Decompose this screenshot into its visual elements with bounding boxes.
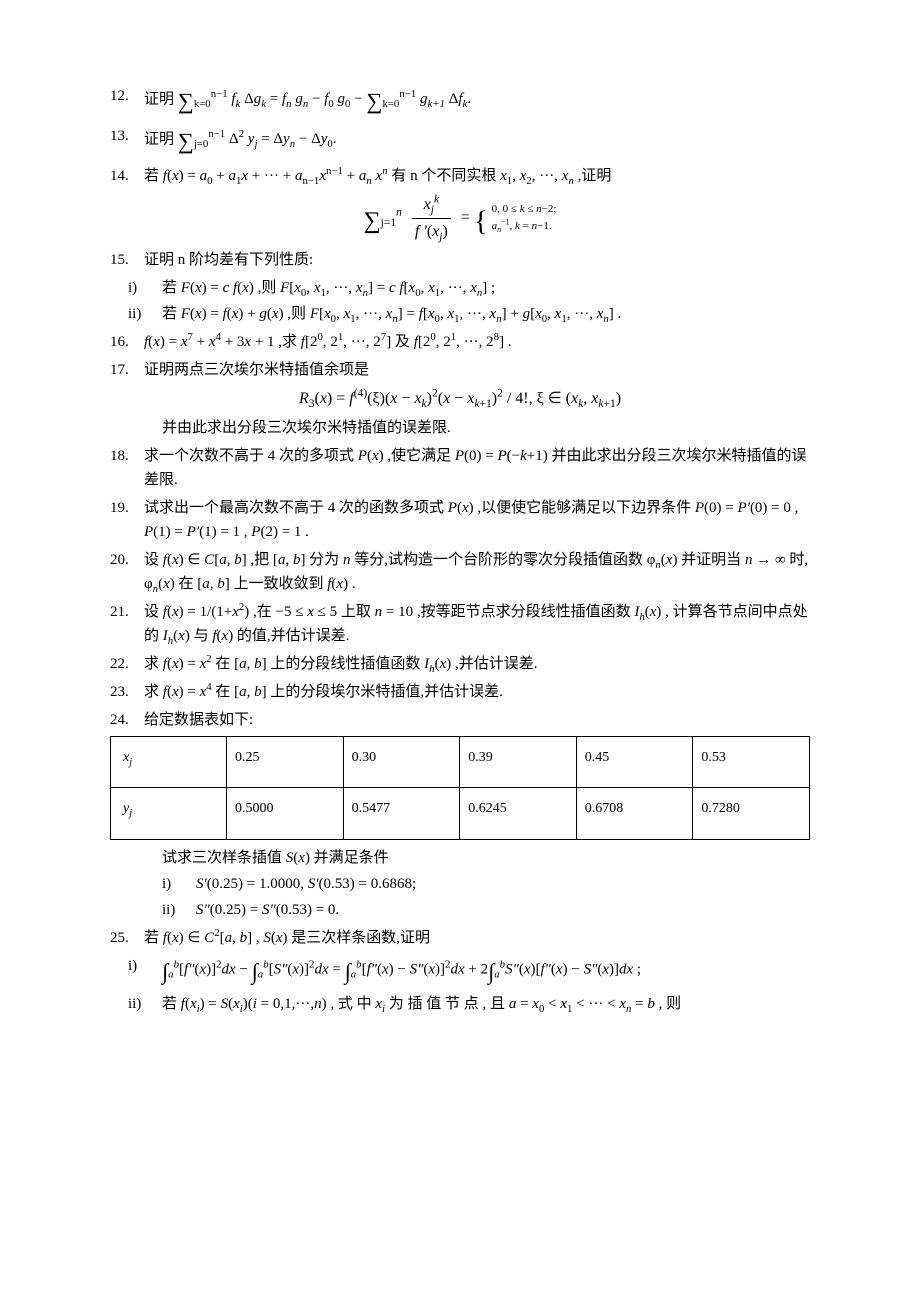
problem-body: 设 f(x) ∈ C[a, b] ,把 [a, b] 分为 n 等分,试构造一个… xyxy=(144,548,810,596)
problem-body: 证明 ∑j=0n−1 Δ2 yj = Δyn − Δy0. xyxy=(144,124,810,160)
problem-20: 20. 设 f(x) ∈ C[a, b] ,把 [a, b] 分为 n 等分,试… xyxy=(110,548,810,596)
label: 证明 xyxy=(144,91,174,107)
table-cell: 0.45 xyxy=(576,737,693,788)
problem-21: 21. 设 f(x) = 1/(1+x2) ,在 −5 ≤ x ≤ 5 上取 n… xyxy=(110,600,810,648)
problem-number: 21. xyxy=(110,600,144,624)
problem-body: 设 f(x) = 1/(1+x2) ,在 −5 ≤ x ≤ 5 上取 n = 1… xyxy=(144,600,810,648)
problem-15-ii: ii) 若 F(x) = f(x) + g(x) ,则 F[x0, x1, ··… xyxy=(128,302,810,326)
table-cell: 0.5000 xyxy=(227,788,344,839)
fx: f(x) = a0 + a1x + ··· + an−1xn−1 + an xn xyxy=(163,168,388,184)
table-cell: 0.5477 xyxy=(343,788,460,839)
problem-number: 25. xyxy=(110,926,144,950)
problem-body: 若 f(x) ∈ C2[a, b] , S(x) 是三次样条函数,证明 xyxy=(144,926,810,950)
sub-body: 若 F(x) = f(x) + g(x) ,则 F[x0, x1, ···, x… xyxy=(162,302,810,326)
problem-number: 18. xyxy=(110,444,144,468)
problem-12: 12. 证明 ∑k=0n−1 fk Δgk = fn gn − f0 g0 − … xyxy=(110,84,810,120)
problem-17-line2: 并由此求出分段三次埃尔米特插值的误差限. xyxy=(162,416,810,440)
text: 有 n 个不同实根 xyxy=(391,168,500,184)
table-cell: 0.53 xyxy=(693,737,810,788)
problem-18: 18. 求一个次数不高于 4 次的多项式 P(x) ,使它满足 P(0) = P… xyxy=(110,444,810,492)
equation: ∑j=0n−1 Δ2 yj = Δyn − Δy0. xyxy=(178,131,337,147)
problem-body: f(x) = x7 + x4 + 3x + 1 ,求 f[20, 21, ···… xyxy=(144,330,810,354)
row-header: yj xyxy=(111,788,227,839)
roots: x1, x2, ···, xn xyxy=(500,168,574,184)
sub-number: ii) xyxy=(128,302,162,326)
sub-body: S″(0.25) = S″(0.53) = 0. xyxy=(196,898,810,922)
problem-number: 20. xyxy=(110,548,144,572)
sub-number: i) xyxy=(162,872,196,896)
problem-number: 15. xyxy=(110,248,144,272)
table-cell: 0.6708 xyxy=(576,788,693,839)
table-row: xj 0.25 0.30 0.39 0.45 0.53 xyxy=(111,737,810,788)
data-table: xj 0.25 0.30 0.39 0.45 0.53 yj 0.5000 0.… xyxy=(110,736,810,840)
sub-body: 若 F(x) = c f(x) ,则 F[x0, x1, ···, xn] = … xyxy=(162,276,810,300)
problem-17: 17. 证明两点三次埃尔米特插值余项是 xyxy=(110,358,810,382)
problem-25-ii: ii) 若 f(xi) = S(xi)(i = 0,1,···,n) , 式 中… xyxy=(128,992,810,1016)
problem-16: 16. f(x) = x7 + x4 + 3x + 1 ,求 f[20, 21,… xyxy=(110,330,810,354)
problem-19: 19. 试求出一个最高次数不高于 4 次的函数多项式 P(x) ,以便使它能够满… xyxy=(110,496,810,544)
text: 若 xyxy=(144,168,163,184)
sub-number: ii) xyxy=(128,992,162,1016)
problem-number: 23. xyxy=(110,680,144,704)
problem-25: 25. 若 f(x) ∈ C2[a, b] , S(x) 是三次样条函数,证明 xyxy=(110,926,810,950)
problem-number: 17. xyxy=(110,358,144,382)
problem-body: 试求出一个最高次数不高于 4 次的函数多项式 P(x) ,以便使它能够满足以下边… xyxy=(144,496,810,544)
problem-15-i: i) 若 F(x) = c f(x) ,则 F[x0, x1, ···, xn]… xyxy=(128,276,810,300)
problem-22: 22. 求 f(x) = x2 在 [a, b] 上的分段线性插值函数 Ih(x… xyxy=(110,652,810,676)
problem-number: 22. xyxy=(110,652,144,676)
table-row: yj 0.5000 0.5477 0.6245 0.6708 0.7280 xyxy=(111,788,810,839)
problem-17-display-eq: R3(x) = f(4)(ξ)(x − xk)2(x − xk+1)2 / 4!… xyxy=(110,386,810,412)
problem-number: 14. xyxy=(110,164,144,188)
problem-body: 若 f(x) = a0 + a1x + ··· + an−1xn−1 + an … xyxy=(144,164,810,188)
label: 证明 xyxy=(144,131,174,147)
sub-number: i) xyxy=(128,954,162,978)
problem-23: 23. 求 f(x) = x4 在 [a, b] 上的分段埃尔米特插值,并估计误… xyxy=(110,680,810,704)
problem-body: 证明 ∑k=0n−1 fk Δgk = fn gn − f0 g0 − ∑k=0… xyxy=(144,84,810,120)
sub-body: ∫ab[f″(x)]2dx − ∫ab[S″(x)]2dx = ∫ab[f″(x… xyxy=(162,954,810,990)
table-cell: 0.39 xyxy=(460,737,577,788)
problem-14-display-eq: ∑j=1n xjkf ′(xj) = {0, 0 ≤ k ≤ n−2;an−1,… xyxy=(110,192,810,244)
problem-13: 13. 证明 ∑j=0n−1 Δ2 yj = Δyn − Δy0. xyxy=(110,124,810,160)
problem-25-i: i) ∫ab[f″(x)]2dx − ∫ab[S″(x)]2dx = ∫ab[f… xyxy=(128,954,810,990)
problem-24: 24. 给定数据表如下: xyxy=(110,708,810,732)
problem-body: 求 f(x) = x2 在 [a, b] 上的分段线性插值函数 Ih(x) ,并… xyxy=(144,652,810,676)
problem-number: 16. xyxy=(110,330,144,354)
problem-number: 12. xyxy=(110,84,144,108)
problem-number: 19. xyxy=(110,496,144,520)
table-cell: 0.25 xyxy=(227,737,344,788)
problem-number: 13. xyxy=(110,124,144,148)
equation: ∑k=0n−1 fk Δgk = fn gn − f0 g0 − ∑k=0n−1… xyxy=(178,91,471,107)
sub-body: S′(0.25) = 1.0000, S′(0.53) = 0.6868; xyxy=(196,872,810,896)
row-header: xj xyxy=(111,737,227,788)
problem-number: 24. xyxy=(110,708,144,732)
sub-number: i) xyxy=(128,276,162,300)
problem-24-i: i) S′(0.25) = 1.0000, S′(0.53) = 0.6868; xyxy=(162,872,810,896)
problem-14: 14. 若 f(x) = a0 + a1x + ··· + an−1xn−1 +… xyxy=(110,164,810,188)
problem-body: 给定数据表如下: xyxy=(144,708,810,732)
table-cell: 0.6245 xyxy=(460,788,577,839)
table-cell: 0.7280 xyxy=(693,788,810,839)
sub-number: ii) xyxy=(162,898,196,922)
problem-body: 证明两点三次埃尔米特插值余项是 xyxy=(144,358,810,382)
problem-24-after: 试求三次样条插值 S(x) 并满足条件 xyxy=(162,846,810,870)
text: ,证明 xyxy=(578,168,612,184)
problem-15: 15. 证明 n 阶均差有下列性质: xyxy=(110,248,810,272)
problem-body: 证明 n 阶均差有下列性质: xyxy=(144,248,810,272)
problem-body: 求一个次数不高于 4 次的多项式 P(x) ,使它满足 P(0) = P(−k+… xyxy=(144,444,810,492)
sub-body: 若 f(xi) = S(xi)(i = 0,1,···,n) , 式 中 xi … xyxy=(162,992,810,1016)
problem-24-ii: ii) S″(0.25) = S″(0.53) = 0. xyxy=(162,898,810,922)
table-cell: 0.30 xyxy=(343,737,460,788)
problem-body: 求 f(x) = x4 在 [a, b] 上的分段埃尔米特插值,并估计误差. xyxy=(144,680,810,704)
